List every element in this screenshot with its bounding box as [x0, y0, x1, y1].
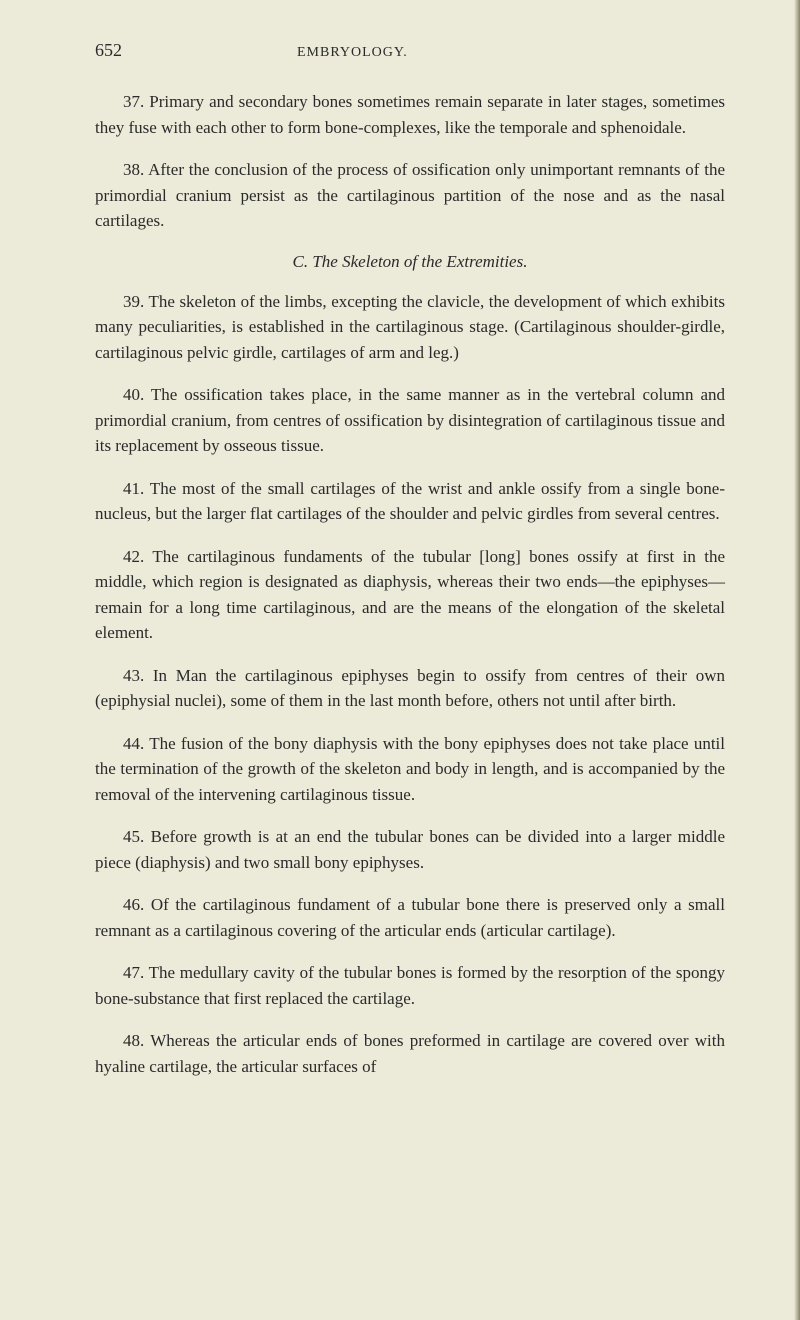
paragraph-48: 48. Whereas the articular ends of bones … — [95, 1028, 725, 1079]
running-title: EMBRYOLOGY. — [297, 45, 408, 61]
section-heading-c: C. The Skeleton of the Extremities. — [95, 252, 725, 272]
paragraph-46: 46. Of the cartilaginous fundament of a … — [95, 892, 725, 943]
page-right-edge-shadow — [794, 0, 800, 1320]
page-header: 652 EMBRYOLOGY. — [95, 40, 725, 61]
page-container: 652 EMBRYOLOGY. 37. Primary and secondar… — [0, 0, 800, 1320]
paragraph-45: 45. Before growth is at an end the tubul… — [95, 824, 725, 875]
paragraph-38: 38. After the conclusion of the process … — [95, 157, 725, 234]
paragraph-40: 40. The ossification takes place, in the… — [95, 382, 725, 459]
page-number: 652 — [95, 40, 122, 61]
paragraph-41: 41. The most of the small cartilages of … — [95, 476, 725, 527]
paragraph-37: 37. Primary and secondary bones sometime… — [95, 89, 725, 140]
paragraph-39: 39. The skeleton of the limbs, excepting… — [95, 289, 725, 366]
paragraph-47: 47. The medullary cavity of the tubular … — [95, 960, 725, 1011]
paragraph-43: 43. In Man the cartilaginous epiphyses b… — [95, 663, 725, 714]
paragraph-42: 42. The cartilaginous fundaments of the … — [95, 544, 725, 646]
paragraph-44: 44. The fusion of the bony diaphysis wit… — [95, 731, 725, 808]
